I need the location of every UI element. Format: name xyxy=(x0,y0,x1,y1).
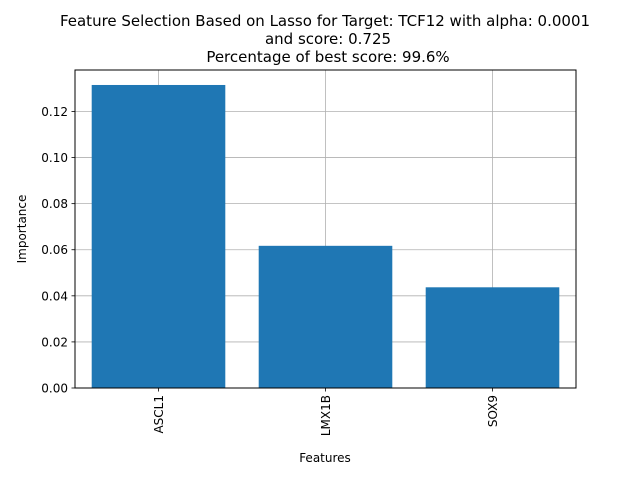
bars xyxy=(91,84,560,388)
chart-title-line-1: Feature Selection Based on Lasso for Tar… xyxy=(60,12,590,30)
y-tick-label: 0.00 xyxy=(41,382,68,396)
x-tick-label: LMX1B xyxy=(319,395,333,436)
bar-lmx1b xyxy=(258,245,393,388)
x-axis-ticks: ASCL1 LMX1B SOX9 xyxy=(152,388,500,436)
y-tick-label: 0.06 xyxy=(41,243,68,257)
y-tick-label: 0.02 xyxy=(41,335,68,349)
y-tick-label: 0.04 xyxy=(41,289,68,303)
y-axis-label: Importance xyxy=(15,195,29,264)
bar-ascl1 xyxy=(91,84,226,388)
plot-area: 0.00 0.02 0.04 0.06 0.08 0.10 0.12 ASCL1 LMX1B S… xyxy=(41,69,577,436)
y-tick-label: 0.08 xyxy=(41,197,68,211)
x-tick-label: SOX9 xyxy=(486,395,500,427)
y-axis-ticks: 0.00 0.02 0.04 0.06 0.08 0.10 0.12 xyxy=(41,105,75,396)
y-tick-label: 0.12 xyxy=(41,105,68,119)
chart-title-line-3: Percentage of best score: 99.6% xyxy=(206,48,449,66)
x-axis-label: Features xyxy=(299,451,351,465)
chart-title-line-2: and score: 0.725 xyxy=(265,30,391,48)
bar-sox9 xyxy=(425,287,560,388)
y-tick-label: 0.10 xyxy=(41,151,68,165)
x-tick-label: ASCL1 xyxy=(152,395,166,434)
